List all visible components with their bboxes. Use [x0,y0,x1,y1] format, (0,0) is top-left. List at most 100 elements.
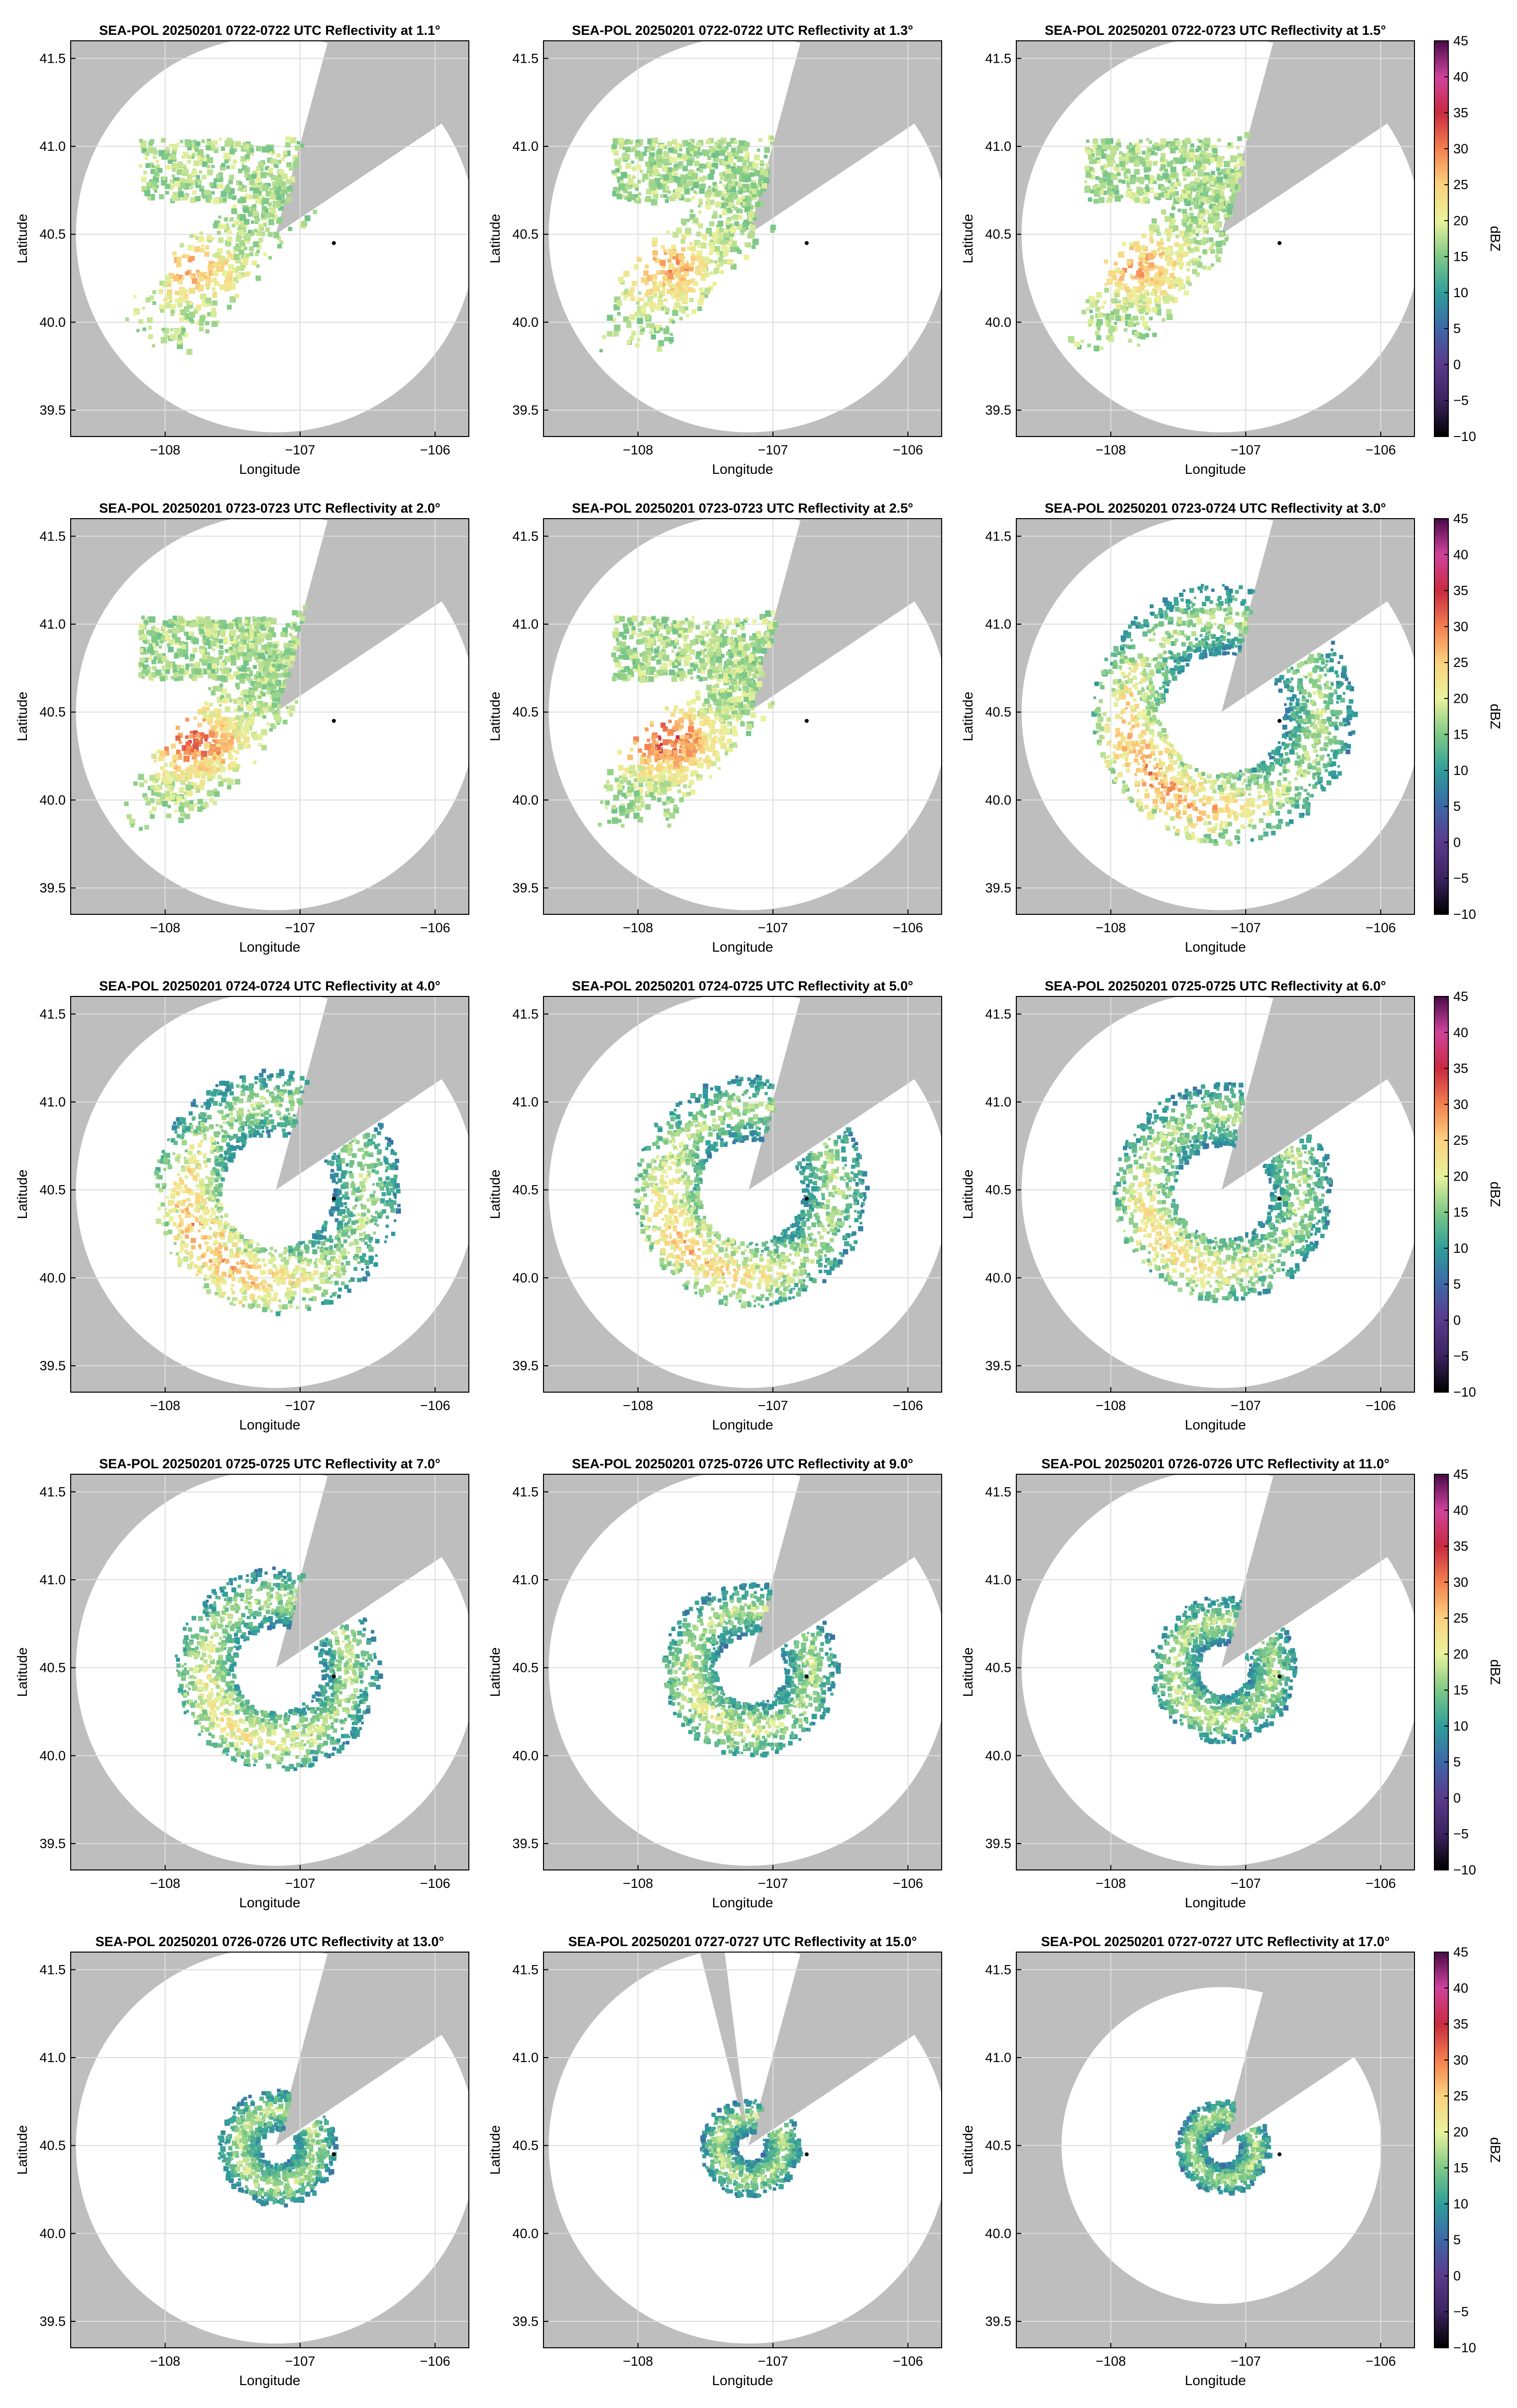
echo-cell [192,734,196,738]
echo-cell [218,216,221,219]
echo-cell [734,673,739,678]
echo-cell [618,765,624,771]
echo-cell [1150,176,1155,181]
echo-cell [645,196,651,203]
echo-cell [183,294,189,300]
echo-cell [719,262,723,267]
echo-cell [728,157,734,164]
echo-cell [1244,132,1251,138]
echo-cell [192,278,198,284]
echo-cell [763,637,768,642]
echo-cell [203,301,210,308]
echo-cell [727,738,732,744]
echo-cell [1123,297,1128,302]
echo-cell [197,739,202,744]
echo-cell [1154,284,1159,289]
echo-cell [155,628,159,632]
echo-cell [646,650,652,656]
echo-cell [252,711,257,717]
echo-cell [212,253,216,257]
echo-cell [208,750,214,756]
echo-cell [1161,290,1167,295]
echo-cell [245,154,250,159]
echo-cell [633,183,638,189]
echo-cell [666,230,670,234]
echo-cell [1200,191,1205,196]
echo-cell [676,259,681,265]
echo-cell [180,770,186,775]
echo-cell [254,220,259,224]
echo-cell [161,656,167,661]
echo-cell [692,748,697,754]
echo-cell [233,268,238,273]
echo-cell [713,720,716,724]
echo-cell [1200,202,1204,206]
echo-cell [1193,219,1199,224]
echo-cell [1163,231,1167,235]
echo-cell [218,781,224,787]
echo-cell [230,660,236,666]
echo-cell [1210,157,1215,163]
echo-cell [1142,233,1145,237]
echo-cell [1166,294,1170,298]
echo-cell [226,184,229,188]
echo-cell [740,710,745,715]
echo-cell [176,621,181,626]
echo-cell [640,803,645,808]
echo-cell [202,161,208,167]
echo-cell [221,224,226,229]
echo-cell [1177,197,1183,202]
echo-cell [742,684,747,689]
echo-cell [247,211,254,217]
echo-cell [256,249,260,253]
colorbar-gradient [1434,40,1449,437]
echo-cell [1139,309,1144,314]
echo-cell [624,196,629,200]
echo-cell [658,301,663,306]
echo-cell [226,243,230,247]
echo-cell [1188,194,1192,198]
echo-cell [706,766,710,769]
reflectivity-echo [599,135,776,352]
echo-cell [238,626,244,631]
echo-cell [228,722,232,726]
echo-cell [173,615,177,620]
echo-cell [269,728,273,732]
echo-cell [1114,322,1117,325]
echo-cell [621,292,626,296]
echo-cell [1107,185,1113,191]
echo-cell [184,306,190,312]
echo-cell [656,149,662,155]
echo-cell [733,710,738,715]
echo-cell [627,803,633,809]
echo-cell [1146,292,1150,296]
echo-cell [693,758,698,762]
echo-cell [624,154,630,160]
echo-cell [167,813,172,818]
echo-cell [184,298,188,302]
echo-cell [182,796,187,801]
echo-cell [1165,277,1170,281]
plot-area [1016,41,1414,437]
echo-cell [1144,255,1149,261]
echo-cell [714,144,720,149]
echo-cell [681,749,686,754]
echo-cell [256,734,263,740]
echo-cell [1173,279,1178,284]
echo-cell [1202,237,1207,242]
echo-cell [239,678,245,684]
echo-cell [642,179,645,182]
echo-cell [219,645,223,649]
echo-cell [211,237,215,240]
echo-cell [204,701,209,706]
echo-cell [1189,248,1194,253]
echo-cell [722,629,727,634]
echo-cell [1128,148,1133,153]
echo-cell [1127,302,1134,309]
echo-cell [224,186,230,192]
echo-cell [197,806,203,812]
echo-cell [1104,171,1109,176]
echo-cell [148,786,152,790]
echo-cell [698,210,702,214]
echo-cell [217,739,222,745]
